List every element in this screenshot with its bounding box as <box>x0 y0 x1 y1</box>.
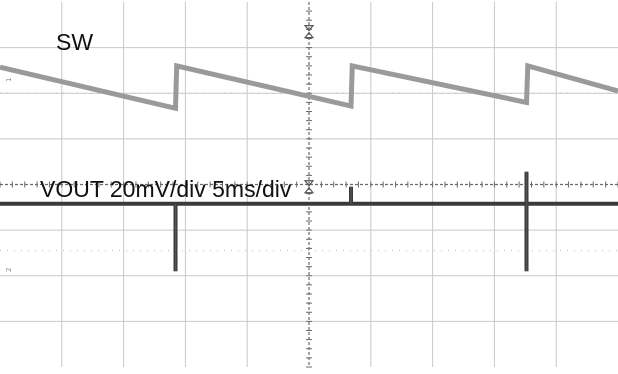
trigger-marker-sw <box>303 25 315 39</box>
series-sw-trace <box>0 62 618 112</box>
channel-marker-1: 1 <box>5 77 13 82</box>
series-label-sw: SW <box>56 29 94 55</box>
channel-marker-2: 2 <box>5 267 13 272</box>
graticule <box>0 2 618 368</box>
trigger-arrow-up <box>303 31 315 39</box>
trigger-arrow-down <box>303 25 315 32</box>
series-label-vout: VOUT 20mV/div 5ms/div <box>40 176 292 202</box>
traces <box>0 62 618 272</box>
trigger-arrow-down <box>303 180 315 187</box>
trigger-arrow-up <box>303 186 315 194</box>
trigger-marker-vout <box>303 180 315 194</box>
trigger-markers <box>303 25 315 194</box>
